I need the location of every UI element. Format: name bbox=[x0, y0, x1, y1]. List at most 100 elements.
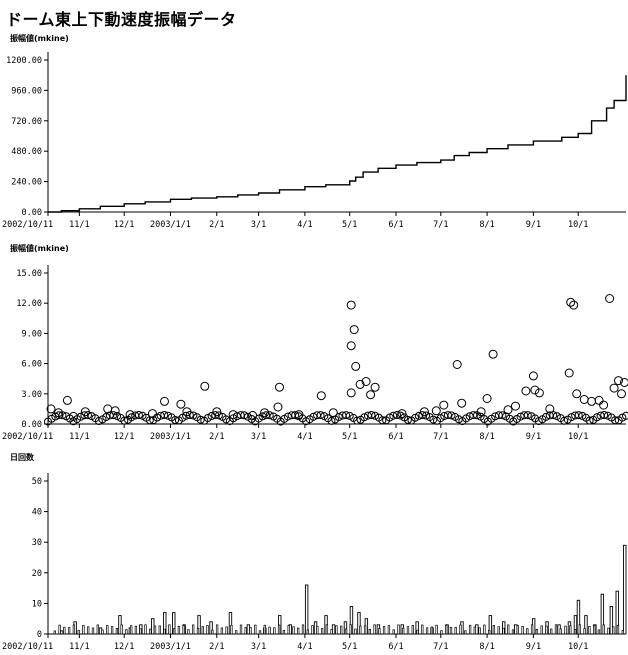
amplitude-point bbox=[212, 407, 222, 417]
panel-2-x-tick-label: 4/1 bbox=[297, 432, 312, 442]
daily-count-bar bbox=[411, 625, 414, 635]
amplitude-point bbox=[109, 411, 118, 420]
daily-count-bar bbox=[187, 629, 190, 635]
daily-count-bar bbox=[91, 627, 95, 635]
amplitude-point bbox=[189, 411, 198, 420]
panel-1-y-tick-label: 1200.00 bbox=[6, 56, 42, 66]
panel-3-x-tick-label: 9/1 bbox=[526, 642, 541, 652]
amplitude-point bbox=[592, 413, 601, 422]
amplitude-point bbox=[457, 398, 467, 408]
amplitude-point bbox=[355, 379, 365, 389]
amplitude-point bbox=[334, 413, 343, 421]
daily-count-bar bbox=[488, 629, 491, 635]
amplitude-point bbox=[127, 413, 136, 422]
page-title: ドーム東上下動速度振幅データ bbox=[6, 10, 237, 29]
panel-1-x-tick-label: 11/1 bbox=[69, 220, 89, 230]
daily-count-bar bbox=[511, 629, 515, 635]
panel-1-y-tick-label: 720.00 bbox=[11, 117, 42, 127]
amplitude-point bbox=[605, 294, 615, 303]
amplitude-point bbox=[360, 413, 369, 422]
daily-count-bar bbox=[354, 628, 357, 635]
daily-count-bar bbox=[584, 615, 588, 635]
amplitude-point bbox=[482, 394, 492, 403]
amplitude-point bbox=[585, 416, 594, 425]
daily-count-bar bbox=[576, 599, 581, 635]
daily-count-bar bbox=[363, 625, 367, 635]
amplitude-point bbox=[84, 411, 92, 420]
daily-count-bar bbox=[325, 624, 329, 635]
panel-3-x-tick-label: 2/1 bbox=[209, 642, 224, 652]
amplitude-point bbox=[160, 411, 169, 419]
panel-2-x-tick-label: 3/1 bbox=[251, 432, 266, 442]
daily-count-bar bbox=[301, 624, 305, 635]
daily-count-bar bbox=[421, 624, 424, 635]
amplitude-point bbox=[603, 411, 612, 420]
daily-count-bar bbox=[368, 628, 371, 635]
daily-count-bar bbox=[478, 627, 481, 635]
daily-count-bar bbox=[497, 626, 500, 635]
panel-1-x-tick-label: 5/1 bbox=[342, 220, 357, 230]
daily-count-bar bbox=[559, 628, 562, 635]
amplitude-point bbox=[120, 416, 129, 425]
daily-count-bar bbox=[464, 630, 467, 635]
daily-count-bar bbox=[182, 625, 185, 635]
daily-count-bar bbox=[254, 624, 257, 635]
daily-count-bar bbox=[430, 626, 434, 635]
panel-2-x-tick-label: 9/1 bbox=[526, 432, 541, 442]
daily-count-bar bbox=[153, 625, 157, 635]
daily-count-bar bbox=[402, 627, 405, 635]
panel-3-x-tick-label: 6/1 bbox=[388, 642, 403, 652]
amplitude-point bbox=[452, 360, 462, 369]
daily-count-bar bbox=[392, 629, 395, 635]
amplitude-point bbox=[214, 411, 223, 420]
daily-count-bar bbox=[215, 624, 219, 635]
amplitude-point bbox=[367, 411, 376, 419]
daily-count-bar bbox=[349, 624, 352, 635]
amplitude-point bbox=[353, 416, 361, 425]
amplitude-point bbox=[342, 411, 351, 420]
daily-count-bar bbox=[287, 625, 290, 635]
amplitude-point bbox=[273, 402, 283, 412]
daily-count-bar bbox=[387, 625, 391, 635]
daily-count-bar bbox=[507, 624, 510, 635]
panel-1-x-tick-label: 6/1 bbox=[388, 220, 403, 230]
panel-1-x-tick-label: 10/1 bbox=[568, 220, 588, 230]
daily-count-bar bbox=[445, 624, 448, 635]
amplitude-point bbox=[346, 388, 356, 398]
daily-count-bar bbox=[297, 627, 300, 635]
amplitude-point bbox=[600, 411, 609, 419]
daily-count-bar bbox=[292, 626, 295, 635]
daily-count-bar bbox=[201, 626, 204, 635]
daily-count-bar bbox=[359, 625, 362, 635]
amplitude-point bbox=[366, 390, 376, 400]
amplitude-point bbox=[176, 399, 186, 409]
amplitude-point bbox=[134, 411, 143, 419]
daily-count-bar bbox=[196, 627, 200, 635]
daily-count-bar bbox=[600, 593, 605, 635]
daily-count-bar bbox=[514, 624, 518, 635]
panel-2-y-tick-label: 6.00 bbox=[22, 360, 42, 370]
daily-count-bar bbox=[378, 628, 381, 635]
amplitude-point bbox=[545, 404, 555, 414]
panel-1-y-tick-label: 0.00 bbox=[22, 208, 42, 218]
daily-count-bar bbox=[134, 625, 138, 635]
daily-count-bar bbox=[101, 629, 104, 635]
daily-count-bar bbox=[130, 625, 133, 635]
daily-count-bar bbox=[311, 625, 314, 635]
amplitude-point bbox=[316, 411, 325, 420]
daily-count-bar bbox=[530, 624, 534, 635]
amplitude-point bbox=[283, 412, 292, 421]
daily-count-bar bbox=[573, 629, 577, 635]
daily-count-bar bbox=[583, 628, 586, 635]
panel-2-y-tick-label: 9.00 bbox=[22, 329, 42, 339]
daily-count-bar bbox=[125, 629, 128, 635]
panel-2-x-tick-label: 12/1 bbox=[114, 432, 134, 442]
amplitude-point bbox=[403, 415, 412, 424]
daily-count-bar bbox=[59, 630, 64, 635]
amplitude-point bbox=[443, 411, 452, 420]
daily-count-bar bbox=[550, 628, 553, 635]
daily-count-bar bbox=[468, 624, 472, 635]
daily-count-bar bbox=[220, 627, 224, 635]
amplitude-point bbox=[316, 391, 326, 401]
daily-count-bar bbox=[612, 626, 615, 635]
